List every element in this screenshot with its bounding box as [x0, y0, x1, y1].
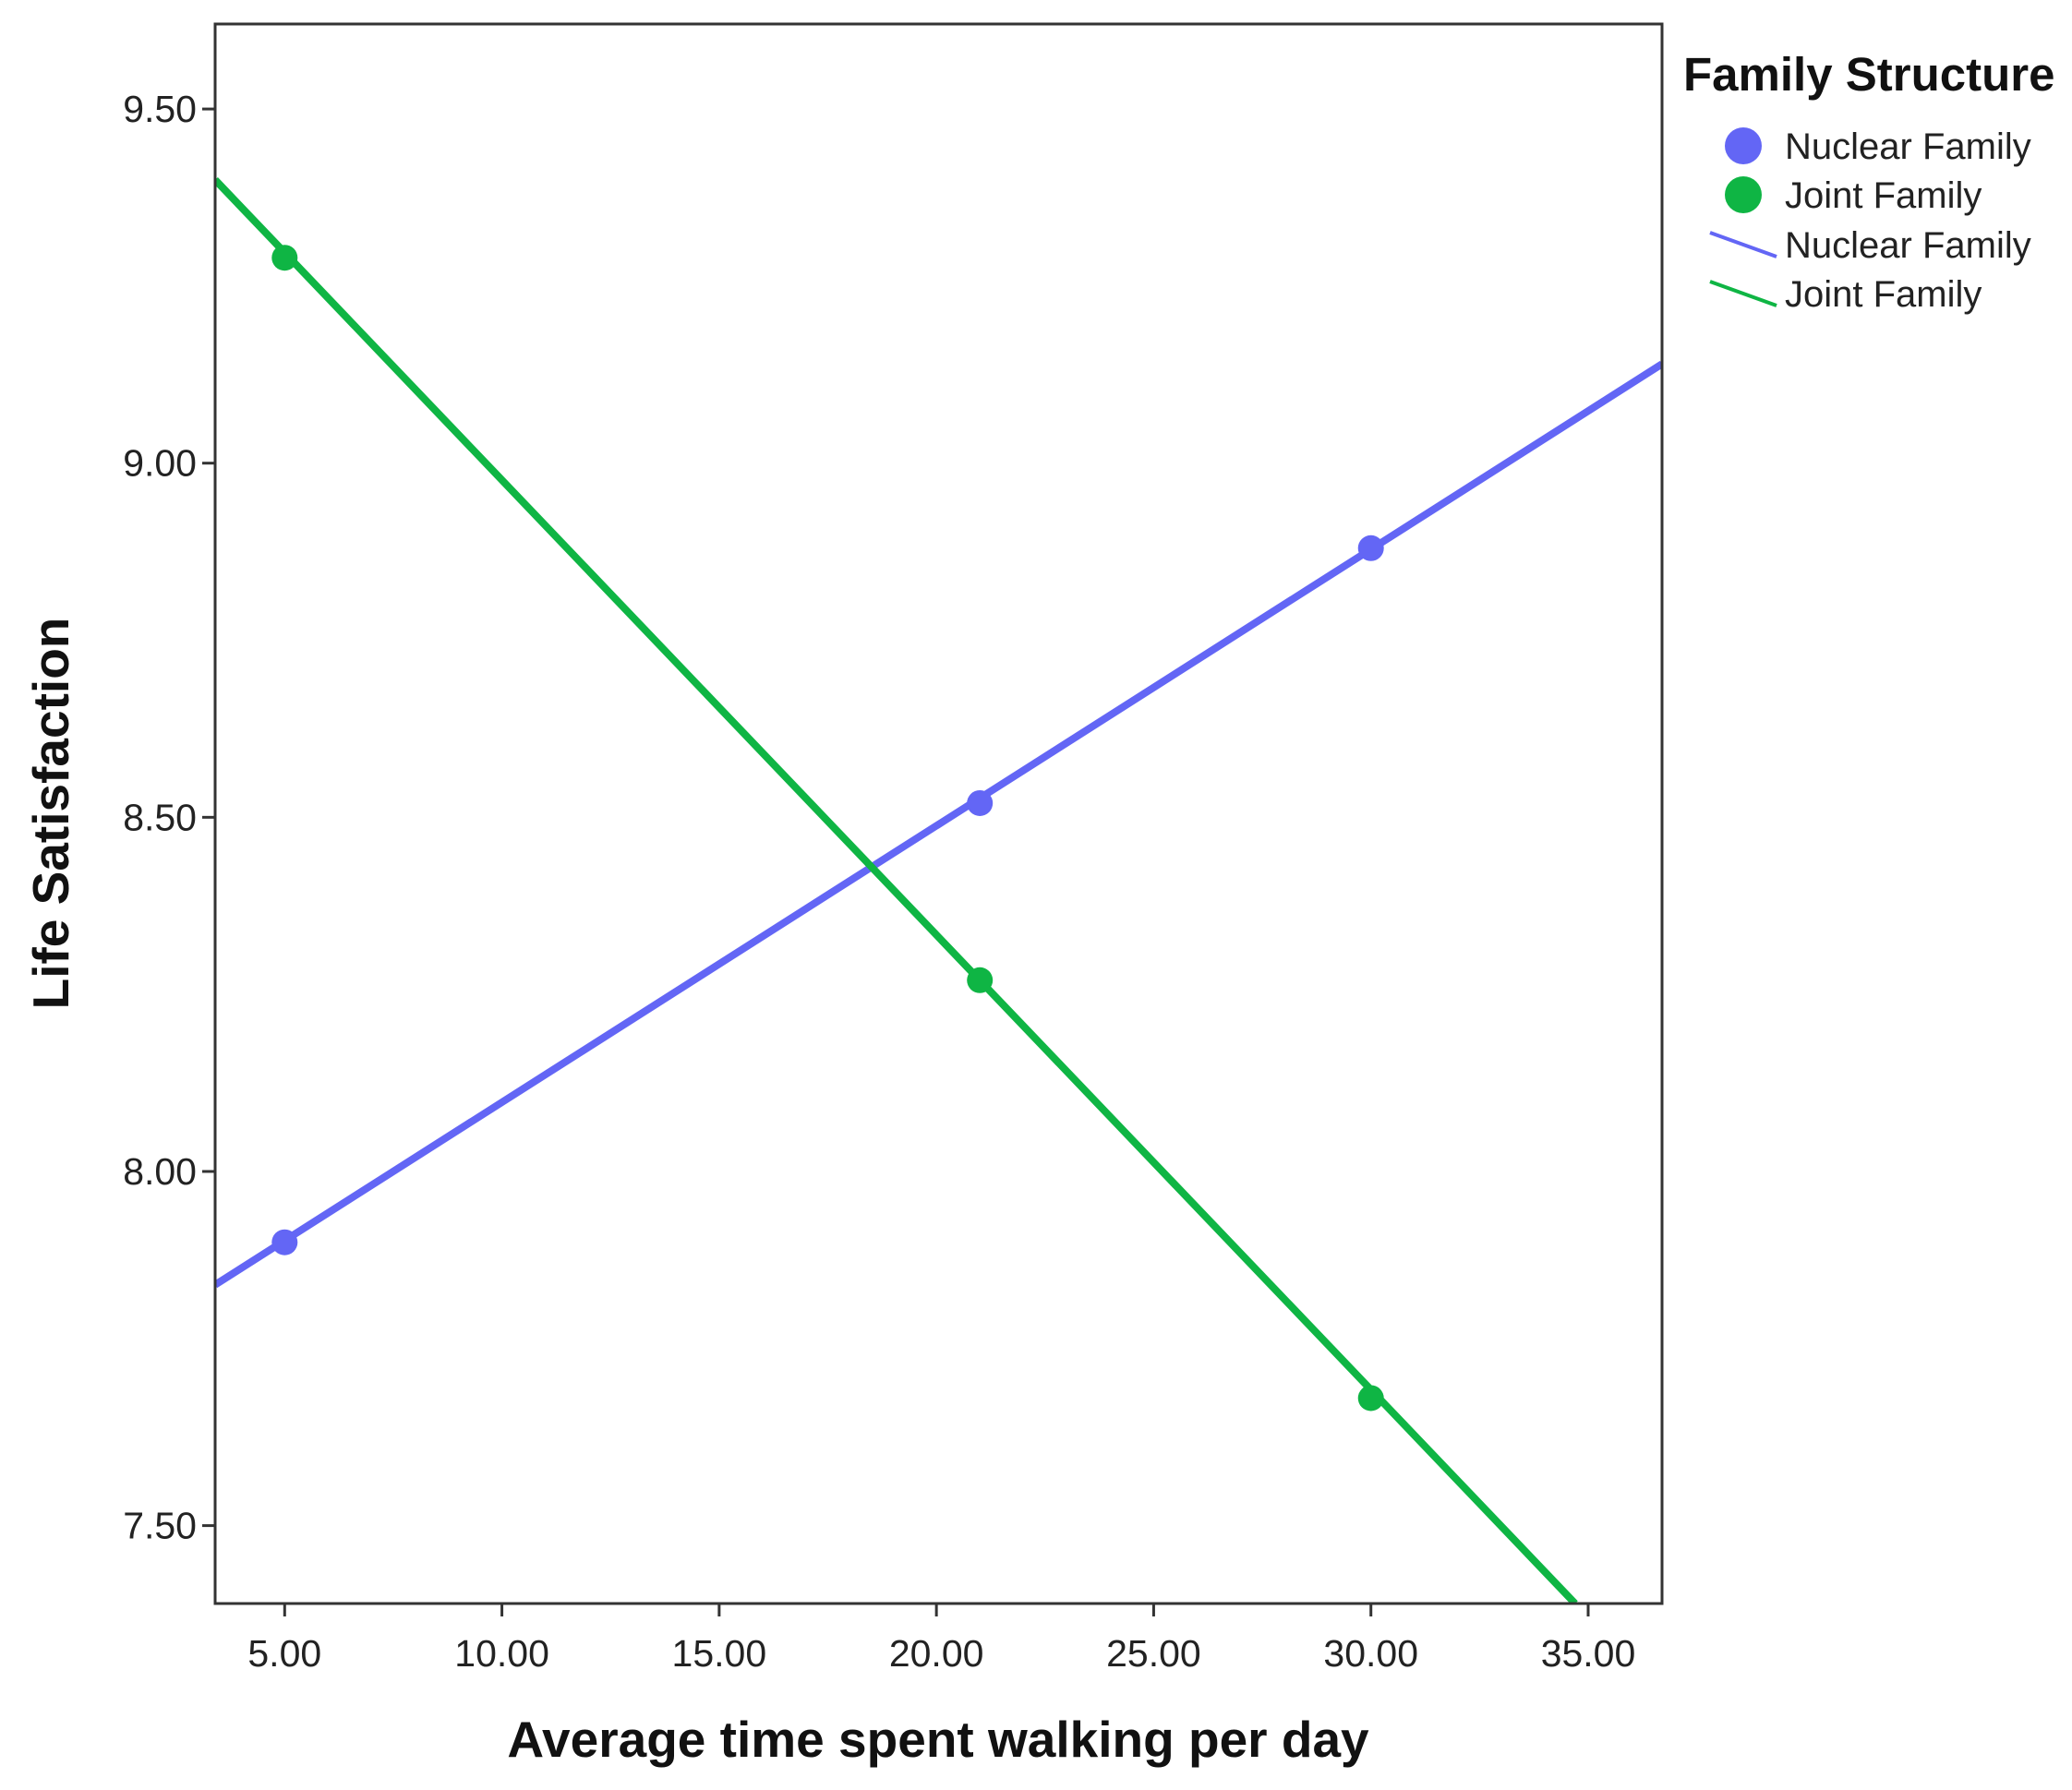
- y-tick-label: 9.00: [123, 442, 197, 485]
- x-tick-label: 30.00: [1323, 1632, 1418, 1675]
- x-tick-label: 25.00: [1106, 1632, 1201, 1675]
- nuclear-family-fit-line: [215, 360, 1662, 1289]
- nuclear-family-point: [967, 789, 994, 816]
- x-tick-label: 5.00: [247, 1632, 321, 1675]
- joint-family-point: [1357, 1385, 1384, 1412]
- legend-label: Joint Family: [1785, 175, 1982, 216]
- plot-area: [215, 177, 1662, 1604]
- legend-nuclear-family-line: [1709, 231, 1777, 258]
- y-axis-title: Life Satisfaction: [22, 618, 79, 1010]
- x-axis-title: Average time spent walking per day: [507, 1711, 1369, 1768]
- legend-nuclear-family-marker: [1725, 127, 1762, 164]
- legend-label: Joint Family: [1785, 274, 1982, 315]
- x-tick-label: 10.00: [454, 1632, 549, 1675]
- x-tick-label: 15.00: [672, 1632, 767, 1675]
- nuclear-family-point: [271, 1229, 298, 1255]
- legend-joint-family-line: [1709, 280, 1777, 307]
- legend-label: Nuclear Family: [1785, 225, 2031, 266]
- legend-joint-family-marker: [1725, 176, 1762, 213]
- x-tick-label: 20.00: [889, 1632, 984, 1675]
- joint-family-point: [271, 245, 298, 271]
- nuclear-family-point: [1357, 535, 1384, 561]
- joint-family-point: [967, 967, 994, 993]
- axes: 5.00 10.00 15.00 20.00 25.00 30.00 35.00 7.50 8.…: [123, 88, 1635, 1675]
- y-tick-label: 8.50: [123, 796, 197, 838]
- legend-label: Nuclear Family: [1785, 126, 2031, 167]
- legend: Family Structure Nuclear Family Joint Fam…: [1683, 48, 2054, 315]
- y-tick-label: 7.50: [123, 1505, 197, 1547]
- y-tick-label: 9.50: [123, 88, 197, 130]
- y-tick-label: 8.00: [123, 1150, 197, 1193]
- plot-frame: [213, 22, 1664, 1605]
- x-tick-label: 35.00: [1541, 1632, 1636, 1675]
- legend-title: Family Structure: [1683, 48, 2054, 101]
- joint-family-fit-line: [215, 177, 1578, 1604]
